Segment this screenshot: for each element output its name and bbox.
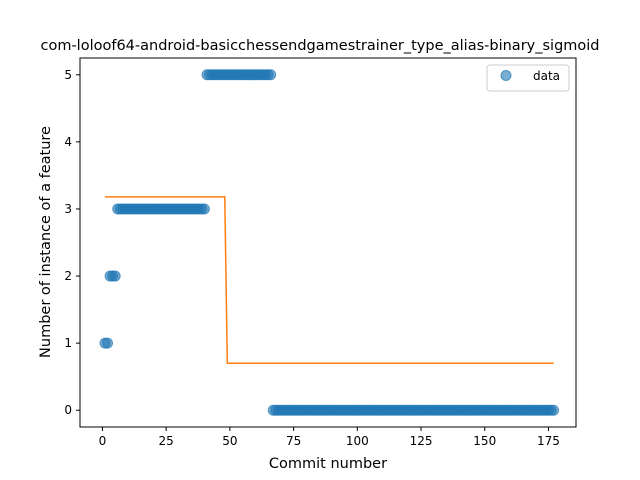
- x-tick-label: 175: [537, 434, 560, 448]
- data-point: [548, 404, 560, 416]
- y-tick-label: 0: [64, 403, 72, 417]
- chart-title: com-loloof64-android-basicchessendgamest…: [40, 38, 599, 54]
- fit-line: [104, 196, 554, 365]
- data-point: [198, 203, 210, 215]
- x-tick-label: 75: [286, 434, 301, 448]
- x-tick-label: 50: [222, 434, 237, 448]
- legend-label-data: data: [533, 69, 560, 83]
- y-tick-label: 1: [64, 336, 72, 350]
- y-tick-label: 4: [64, 135, 72, 149]
- y-tick-label: 5: [64, 68, 72, 82]
- y-axis-label: Number of instance of a feature: [38, 126, 54, 358]
- plot-area: [99, 69, 560, 416]
- x-axis: 0 25 50 75 100 125 150 175: [99, 427, 560, 448]
- y-tick-label: 2: [64, 269, 72, 283]
- x-tick-label: 150: [473, 434, 496, 448]
- data-point: [265, 69, 277, 81]
- data-point: [102, 337, 114, 349]
- y-tick-label: 3: [64, 202, 72, 216]
- x-tick-label: 125: [410, 434, 433, 448]
- x-tick-label: 25: [159, 434, 174, 448]
- x-tick-label: 100: [346, 434, 369, 448]
- data-point: [109, 270, 121, 282]
- legend: data: [486, 64, 570, 92]
- axes-frame: [79, 57, 577, 428]
- y-axis: 0 1 2 3 4 5: [64, 68, 80, 417]
- x-tick-label: 0: [99, 434, 107, 448]
- legend-marker-data: [500, 70, 512, 81]
- x-axis-label: Commit number: [269, 456, 387, 472]
